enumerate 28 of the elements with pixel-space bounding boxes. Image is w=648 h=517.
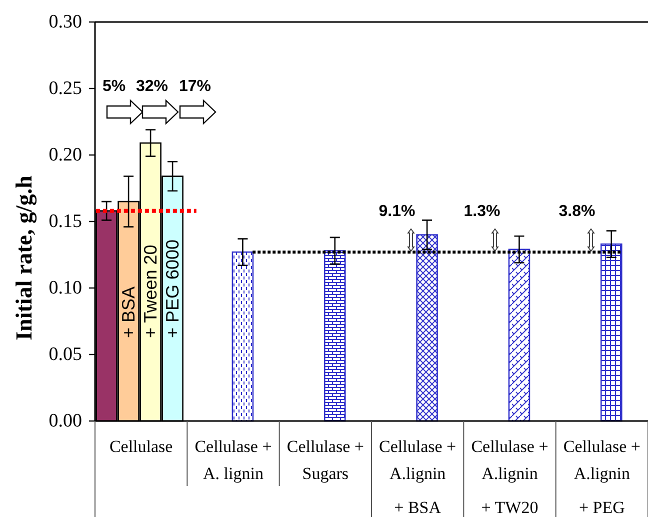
annotation: 32% [136, 78, 168, 95]
bar [324, 250, 346, 422]
annotation: 5% [102, 78, 126, 95]
y-tick-label: 0.30 [48, 12, 82, 32]
x-tick-label: Cellulase + Sugars [286, 437, 364, 483]
x-tick-label: Cellulase [109, 437, 173, 456]
x-tick-label: Cellulase + A.lignin + TW20 [471, 437, 548, 517]
y-tick-label: 0.25 [48, 78, 82, 99]
y-tick-label: 0.05 [48, 344, 82, 365]
x-tick-label: Cellulase + A.lignin + BSA [379, 437, 456, 517]
bar [232, 251, 254, 422]
y-tick-label: 0.15 [48, 211, 82, 232]
annotation: 3.8% [558, 203, 596, 220]
bar [416, 234, 438, 422]
y-tick-label: 0.00 [48, 410, 82, 432]
series-label: + BSA [118, 286, 139, 338]
series-label: + PEG 6000 [162, 239, 183, 338]
bar [508, 248, 530, 422]
y-axis-title: Initial rate, g/g.h [12, 175, 38, 340]
y-tick-label: 0.20 [48, 144, 82, 166]
annotation: 1.3% [464, 203, 500, 220]
bar [600, 243, 622, 422]
y-tick-label: 0.10 [48, 278, 82, 298]
x-tick-label: Cellulase + A.lignin + PEG [563, 437, 640, 517]
series-label: + Tween 20 [140, 244, 161, 338]
annotation: 17% [178, 78, 212, 95]
annotation: 9.1% [378, 203, 416, 220]
x-tick-label: Cellulase + A. lignin [194, 437, 272, 483]
